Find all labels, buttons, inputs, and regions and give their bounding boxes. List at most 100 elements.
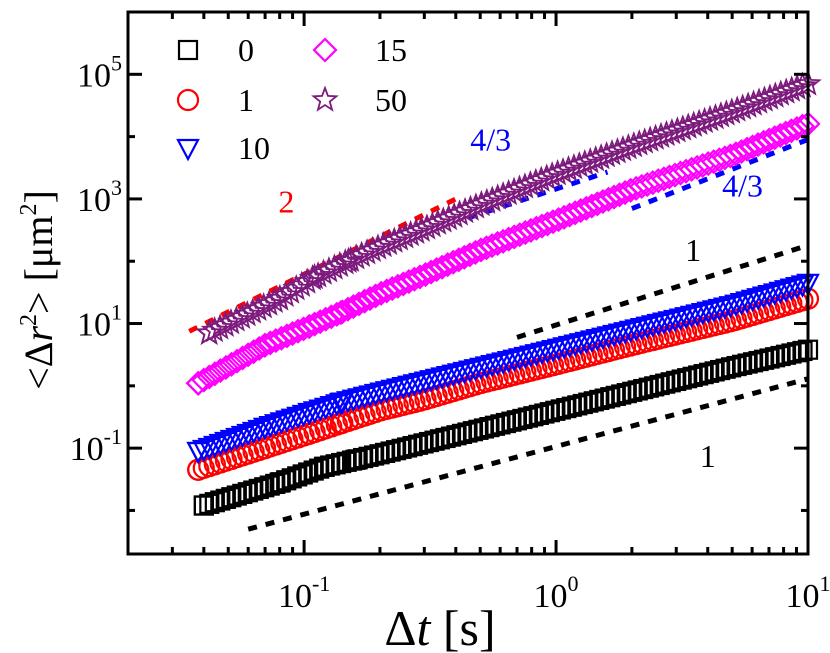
- series-0-point: [204, 492, 225, 513]
- series-15-point: [268, 325, 294, 351]
- series-10-point: [347, 388, 371, 411]
- series-0-point: [490, 414, 511, 435]
- series-0-point: [380, 441, 401, 462]
- series-15-point: [457, 242, 483, 268]
- series-50-point: [358, 235, 387, 263]
- series-10-point: [413, 371, 438, 394]
- legend-marker-0: [177, 39, 199, 61]
- series-15-point: [335, 296, 361, 322]
- series-10-point: [674, 307, 698, 330]
- x-axis-title-unit: [s]: [430, 600, 495, 653]
- series-0-point: [759, 348, 780, 369]
- legend-label-1: 1: [238, 82, 254, 118]
- y-tick-label-exp: -1: [104, 424, 122, 449]
- x-axis-title-prefix: Δ: [384, 600, 416, 653]
- series-0-point: [512, 408, 533, 430]
- guide-line-label-3: 1: [685, 232, 701, 268]
- guide-line-label-0: 2: [278, 184, 294, 220]
- series-10-point: [363, 383, 388, 407]
- series-0-point: [221, 487, 242, 508]
- series-15-point: [379, 276, 405, 302]
- series-10-point: [530, 342, 554, 366]
- series-15-point: [451, 244, 477, 270]
- series-15-point: [285, 318, 311, 344]
- series-15-point: [185, 370, 211, 396]
- series-0-point: [243, 480, 264, 501]
- series-0-point: [248, 478, 269, 500]
- series-0-point: [616, 383, 637, 404]
- series-10-point: [591, 327, 615, 351]
- series-0-point: [199, 493, 220, 514]
- series-50-point: [336, 245, 365, 272]
- y-tick-label: 105: [77, 50, 122, 94]
- series-0-point: [320, 455, 341, 476]
- series-10-point: [491, 352, 515, 375]
- guide-line-4: [247, 376, 809, 532]
- x-tick-label-base: 10: [278, 578, 312, 615]
- series-15-point: [784, 115, 810, 142]
- series-0-point: [583, 391, 604, 412]
- guide-line-2: [630, 137, 809, 211]
- series-10-point: [385, 378, 410, 401]
- series-0-point: [440, 426, 462, 447]
- series-50-point: [456, 194, 485, 221]
- series-0-point: [407, 434, 429, 455]
- series-0-point: [265, 473, 286, 495]
- series-50-point: [440, 201, 469, 228]
- series-10-point: [452, 361, 477, 385]
- series-15-point: [324, 301, 350, 327]
- series-10-point: [613, 322, 637, 345]
- series-group: [185, 69, 822, 516]
- series-10-point: [602, 324, 626, 348]
- series-50-point: [462, 192, 490, 219]
- y-tick-label: 101: [77, 300, 122, 344]
- series-10-point: [397, 375, 421, 399]
- series-10-point: [568, 333, 593, 356]
- series-0-point: [715, 358, 736, 379]
- y-axis-title-sup: 2: [16, 314, 42, 326]
- x-tick-label-exp: 1: [820, 571, 830, 596]
- series-0-point: [704, 361, 725, 382]
- series-0-point: [269, 472, 290, 493]
- series-10-point: [419, 370, 443, 393]
- series-50: [195, 69, 822, 345]
- series-0-point: [232, 483, 253, 504]
- series-0-point: [309, 458, 330, 479]
- series-15-point: [396, 269, 422, 295]
- series-0-point: [451, 423, 473, 444]
- legend-label-10: 10: [238, 130, 270, 166]
- series-10-point: [485, 353, 510, 377]
- series-10-point: [546, 338, 571, 362]
- series-10-point: [208, 433, 233, 457]
- series-10-point: [203, 435, 227, 459]
- legend-marker-15: [312, 37, 338, 63]
- series-0-point: [353, 447, 374, 469]
- series-10-point: [358, 385, 382, 408]
- series-0-point: [770, 345, 791, 367]
- plot-frame: [126, 10, 810, 556]
- series-10-point: [408, 372, 432, 396]
- series-15-point: [246, 335, 272, 362]
- series-0-point: [479, 417, 500, 438]
- series-50-point: [418, 210, 447, 238]
- series-0-point: [539, 402, 560, 423]
- y-axis-title-var: r: [16, 326, 61, 342]
- series-10-point: [191, 439, 216, 463]
- series-10-point: [430, 367, 454, 390]
- series-0-point: [237, 482, 258, 503]
- series-0-point: [303, 460, 324, 481]
- series-0-point: [737, 353, 758, 374]
- series-0-point: [506, 410, 528, 431]
- series-0-point: [611, 384, 632, 405]
- series-50-point: [423, 208, 452, 235]
- series-10-point: [329, 392, 353, 416]
- series-50-point: [407, 215, 436, 242]
- series-0-point: [644, 376, 665, 397]
- series-15-point: [424, 257, 450, 283]
- series-10-point: [319, 395, 344, 419]
- series-10-point: [663, 309, 687, 333]
- series-0-point: [649, 374, 670, 396]
- series-0-point: [418, 431, 440, 453]
- x-axis-title-var: t: [416, 600, 431, 653]
- series-10-point: [258, 415, 283, 439]
